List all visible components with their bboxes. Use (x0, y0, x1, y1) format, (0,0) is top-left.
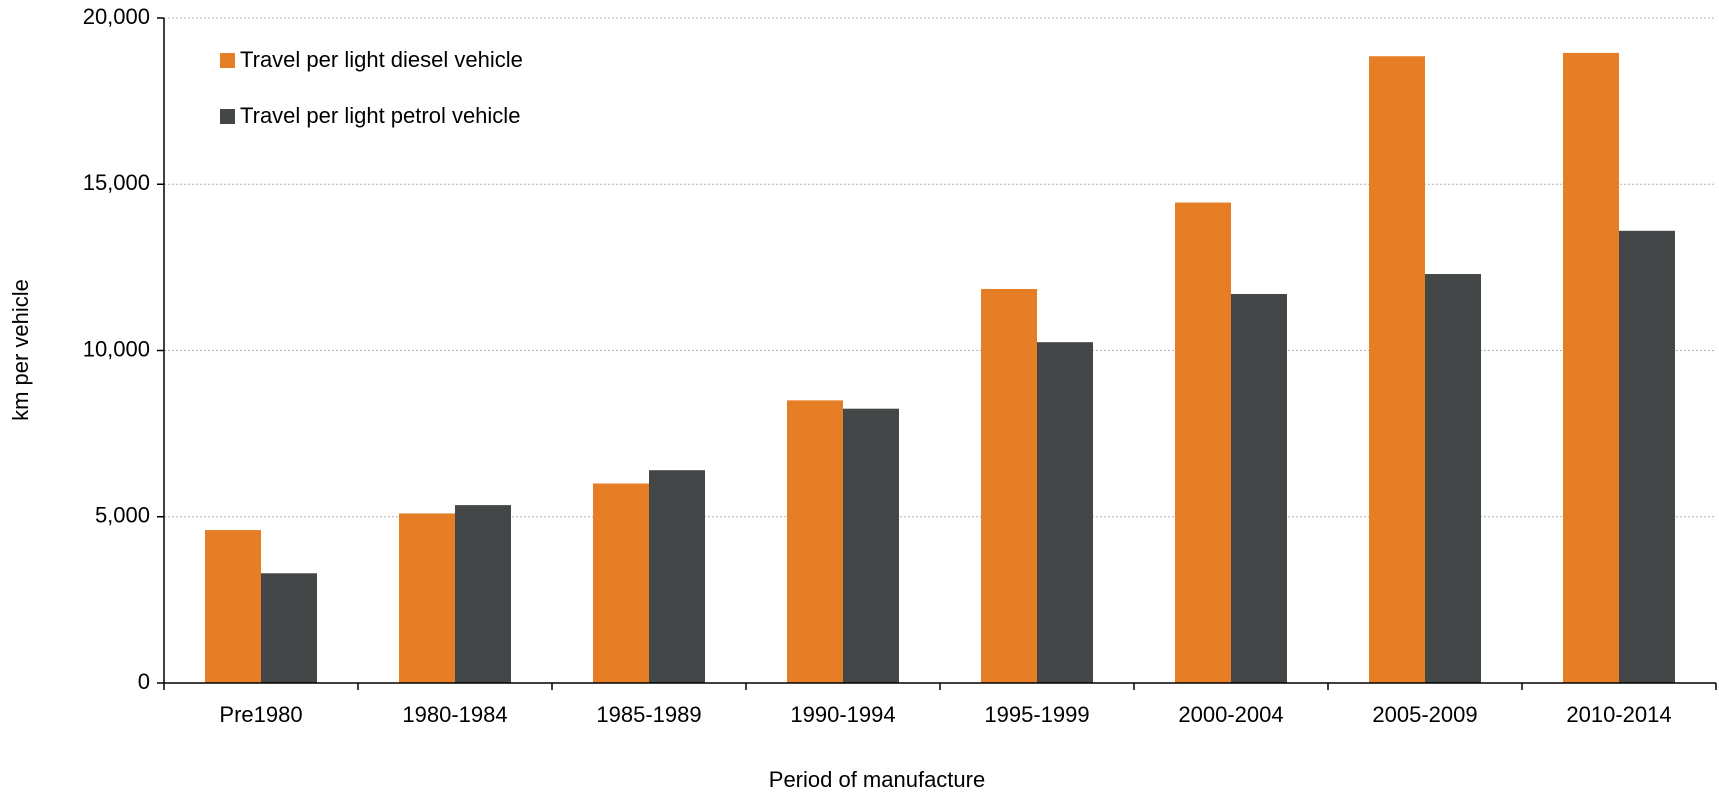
legend-label: Travel per light petrol vehicle (240, 103, 520, 128)
x-tick-label: 1990-1994 (790, 702, 895, 727)
x-tick-label: 2010-2014 (1566, 702, 1671, 727)
y-tick-label: 10,000 (83, 336, 150, 361)
bar (787, 400, 843, 683)
bar (1231, 293, 1287, 683)
y-tick-label: 15,000 (83, 170, 150, 195)
bar (1175, 202, 1231, 683)
legend-label: Travel per light diesel vehicle (240, 47, 523, 72)
legend-swatch (220, 53, 235, 68)
x-tick-label: 1985-1989 (596, 702, 701, 727)
bar (205, 530, 261, 683)
y-axis-label: km per vehicle (8, 279, 33, 421)
bar (455, 505, 511, 683)
bar (1425, 274, 1481, 683)
bar (649, 470, 705, 683)
y-tick-label: 5,000 (95, 503, 150, 528)
y-tick-label: 0 (138, 669, 150, 694)
bar (261, 573, 317, 683)
x-tick-label: 2000-2004 (1178, 702, 1283, 727)
legend-swatch (220, 109, 235, 124)
x-tick-label: 1980-1984 (402, 702, 507, 727)
bar (981, 288, 1037, 683)
bar (1369, 56, 1425, 684)
bar (593, 483, 649, 683)
bar (1619, 230, 1675, 684)
x-tick-label: Pre1980 (219, 702, 302, 727)
bar (843, 408, 899, 683)
bar (1563, 52, 1619, 684)
y-tick-label: 20,000 (83, 4, 150, 29)
bar (399, 513, 455, 683)
x-tick-label: 2005-2009 (1372, 702, 1477, 727)
x-tick-label: 1995-1999 (984, 702, 1089, 727)
x-axis-label: Period of manufacture (769, 767, 985, 792)
bar (1037, 342, 1093, 683)
